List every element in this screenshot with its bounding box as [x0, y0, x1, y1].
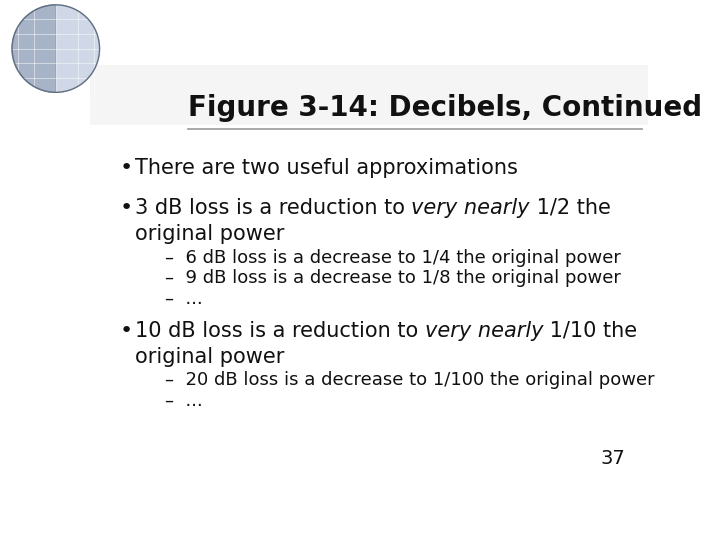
Text: –  ...: – ... — [166, 392, 203, 410]
Text: 1/10 the: 1/10 the — [543, 321, 637, 341]
Text: 1/2 the: 1/2 the — [530, 198, 611, 218]
Text: There are two useful approximations: There are two useful approximations — [135, 158, 518, 178]
Wedge shape — [12, 5, 56, 92]
Text: very nearly: very nearly — [411, 198, 530, 218]
Text: –  9 dB loss is a decrease to 1/8 the original power: – 9 dB loss is a decrease to 1/8 the ori… — [166, 269, 621, 287]
Text: –  ...: – ... — [166, 290, 203, 308]
Text: •: • — [120, 158, 133, 178]
Text: •: • — [120, 321, 133, 341]
Text: –  20 dB loss is a decrease to 1/100 the original power: – 20 dB loss is a decrease to 1/100 the … — [166, 371, 655, 389]
Text: •: • — [120, 198, 133, 218]
Text: –  6 dB loss is a decrease to 1/4 the original power: – 6 dB loss is a decrease to 1/4 the ori… — [166, 248, 621, 267]
Text: 37: 37 — [601, 449, 626, 468]
Text: Figure 3-14: Decibels, Continued: Figure 3-14: Decibels, Continued — [188, 94, 702, 122]
Text: 10 dB loss is a reduction to: 10 dB loss is a reduction to — [135, 321, 425, 341]
FancyBboxPatch shape — [90, 65, 648, 125]
Text: 3 dB loss is a reduction to: 3 dB loss is a reduction to — [135, 198, 411, 218]
Text: very nearly: very nearly — [425, 321, 543, 341]
Circle shape — [12, 5, 99, 92]
Text: original power: original power — [135, 347, 284, 367]
Text: original power: original power — [135, 224, 284, 244]
